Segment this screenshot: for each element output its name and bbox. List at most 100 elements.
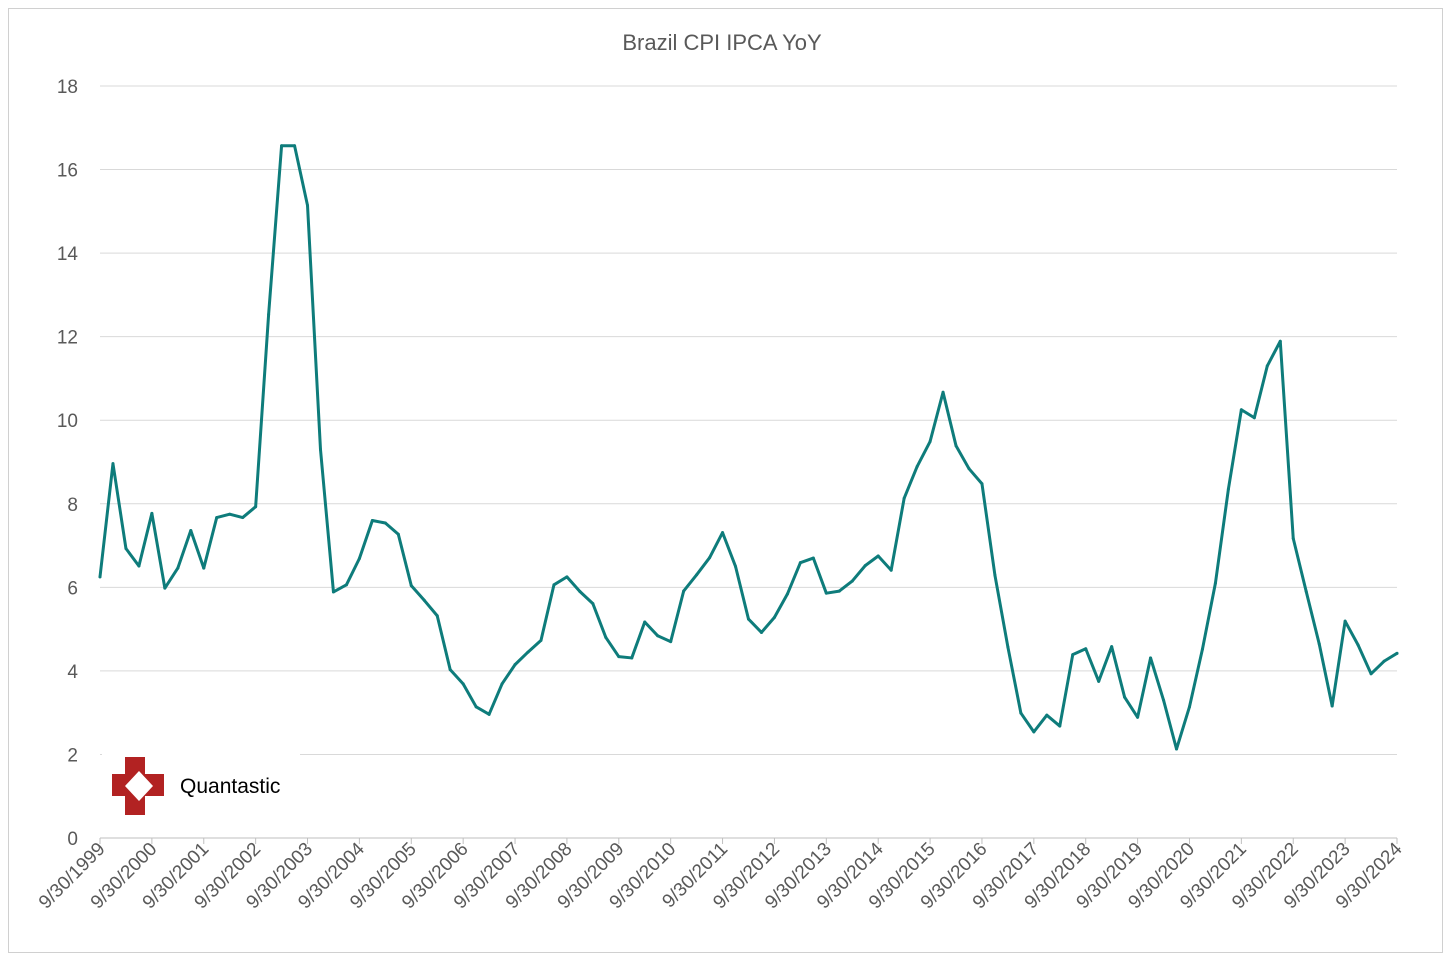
data-point bbox=[811, 556, 815, 560]
data-point bbox=[1084, 647, 1088, 651]
data-point bbox=[1226, 487, 1230, 491]
data-point bbox=[643, 620, 647, 624]
data-point bbox=[448, 668, 452, 672]
series-line bbox=[98, 144, 1399, 751]
y-tick-label: 2 bbox=[67, 745, 78, 766]
data-point bbox=[1045, 713, 1049, 717]
data-point bbox=[1175, 747, 1179, 751]
gridlines bbox=[100, 85, 1397, 755]
data-point bbox=[837, 589, 841, 593]
data-point bbox=[759, 630, 763, 634]
data-point bbox=[928, 440, 932, 444]
data-point bbox=[1291, 536, 1295, 540]
y-tick-label: 16 bbox=[57, 161, 78, 182]
data-point bbox=[747, 617, 750, 621]
data-point bbox=[1382, 659, 1386, 663]
data-point bbox=[318, 447, 322, 451]
data-point bbox=[824, 591, 828, 595]
data-point bbox=[656, 634, 660, 638]
data-point bbox=[1006, 645, 1010, 649]
data-point bbox=[409, 584, 413, 588]
data-point bbox=[98, 575, 102, 579]
data-point bbox=[124, 546, 128, 550]
data-point bbox=[1252, 416, 1256, 420]
data-point bbox=[876, 554, 880, 558]
data-point bbox=[1213, 581, 1217, 585]
data-point bbox=[306, 203, 310, 207]
y-tick-label: 8 bbox=[67, 495, 78, 516]
chart-title: Brazil CPI IPCA YoY bbox=[622, 30, 822, 55]
data-point bbox=[461, 682, 465, 686]
quantastic-logo: Quantastic bbox=[102, 749, 300, 819]
data-point bbox=[176, 566, 180, 570]
data-point bbox=[422, 598, 426, 602]
data-point bbox=[137, 564, 141, 568]
data-point bbox=[1149, 656, 1153, 660]
y-tick-label: 6 bbox=[67, 578, 78, 599]
data-point bbox=[1265, 364, 1269, 368]
data-point bbox=[150, 511, 154, 515]
data-point bbox=[552, 583, 556, 587]
data-point bbox=[1058, 724, 1062, 728]
y-tick-label: 0 bbox=[67, 829, 78, 850]
data-point bbox=[630, 656, 634, 660]
data-point bbox=[993, 573, 997, 577]
y-tick-label: 4 bbox=[67, 662, 78, 683]
data-point bbox=[435, 614, 439, 618]
data-point bbox=[967, 467, 971, 471]
data-point bbox=[357, 557, 361, 561]
y-tick-label: 18 bbox=[57, 77, 78, 98]
data-point bbox=[1239, 408, 1243, 412]
data-point bbox=[1162, 698, 1166, 702]
data-point bbox=[267, 313, 271, 317]
data-point bbox=[383, 521, 387, 525]
data-point bbox=[682, 589, 686, 593]
data-point bbox=[396, 532, 400, 536]
data-point bbox=[1019, 711, 1023, 715]
data-point bbox=[370, 518, 374, 522]
data-point bbox=[669, 640, 673, 644]
data-point bbox=[1317, 642, 1321, 646]
data-point bbox=[1071, 653, 1075, 657]
y-tick-label: 14 bbox=[57, 244, 79, 265]
data-point bbox=[1278, 339, 1282, 343]
y-axis-tick-labels: 0 2 4 6 8 10 12 14 16 18 bbox=[57, 77, 79, 850]
data-point bbox=[228, 512, 232, 516]
series-layer bbox=[98, 144, 1399, 751]
data-point bbox=[1330, 704, 1334, 708]
data-point bbox=[863, 564, 867, 568]
data-point bbox=[1343, 619, 1347, 623]
data-point bbox=[1395, 651, 1399, 655]
data-point bbox=[189, 529, 193, 533]
logo-text: Quantastic bbox=[180, 775, 280, 798]
data-point bbox=[578, 590, 582, 594]
data-point bbox=[500, 682, 504, 686]
data-point bbox=[215, 516, 219, 520]
data-point bbox=[1136, 715, 1140, 719]
data-point bbox=[241, 516, 245, 520]
data-point bbox=[1032, 730, 1036, 734]
data-point bbox=[280, 144, 284, 148]
data-point bbox=[954, 444, 958, 448]
data-point bbox=[1110, 645, 1114, 649]
data-point bbox=[111, 462, 115, 466]
data-point bbox=[539, 638, 543, 642]
data-point bbox=[980, 482, 984, 486]
data-point bbox=[1304, 590, 1308, 594]
data-point bbox=[889, 568, 893, 572]
logo-mark bbox=[112, 757, 164, 815]
data-point bbox=[163, 586, 167, 590]
data-point bbox=[1097, 679, 1101, 683]
data-point bbox=[721, 531, 725, 535]
logo-diamond-cutout bbox=[125, 771, 153, 801]
chart-frame bbox=[8, 8, 1443, 953]
data-point bbox=[474, 705, 478, 709]
y-tick-label: 12 bbox=[57, 328, 78, 349]
data-point bbox=[941, 390, 945, 394]
data-point bbox=[734, 564, 738, 568]
y-tick-label: 10 bbox=[57, 411, 78, 432]
data-point bbox=[1123, 695, 1127, 699]
data-point bbox=[344, 583, 348, 587]
